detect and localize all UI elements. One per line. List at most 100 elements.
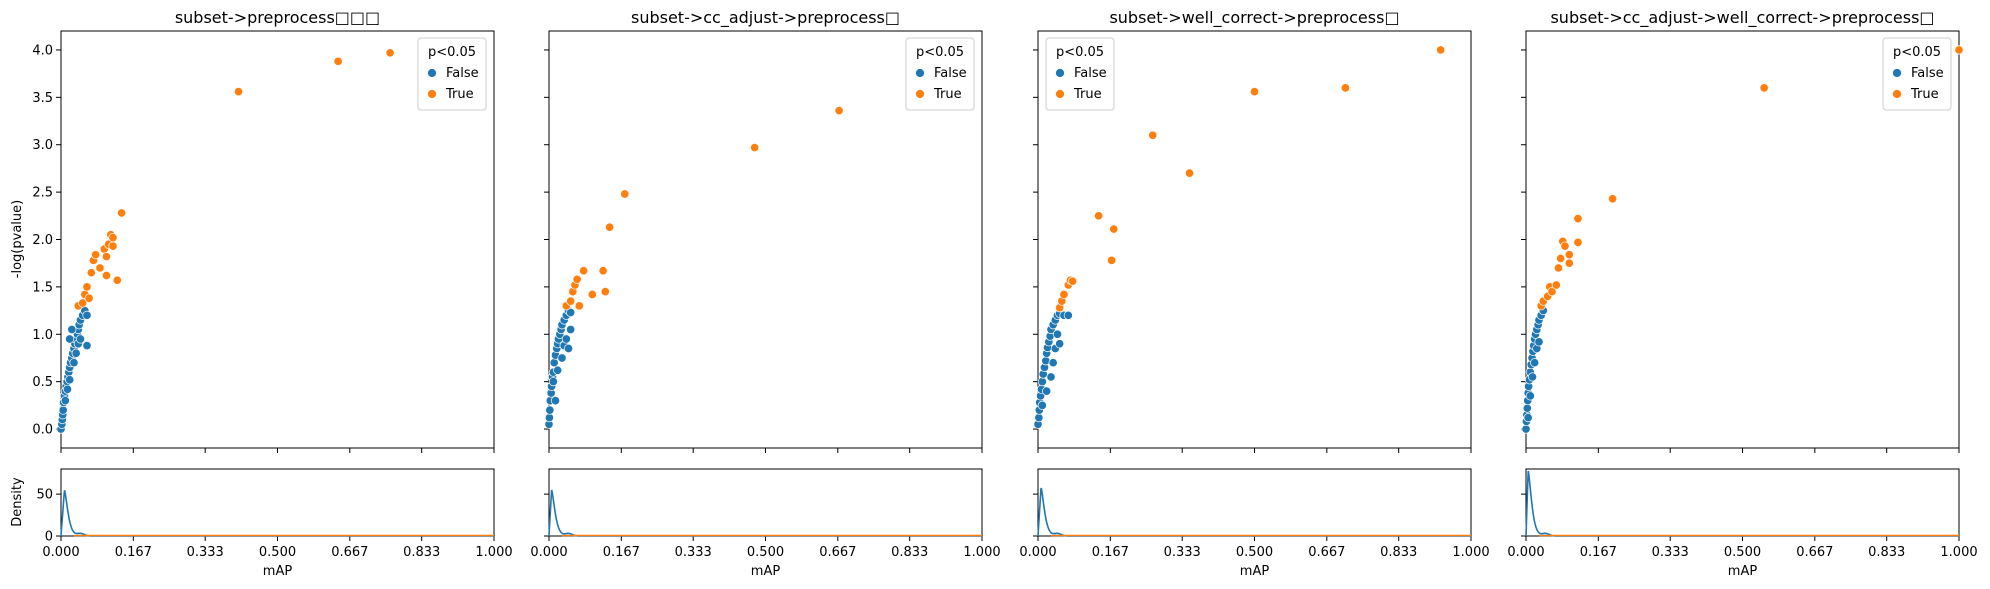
scatter-point-true [1185, 168, 1195, 178]
scatter-point-true [1556, 253, 1566, 264]
scatter-point-false [1037, 400, 1047, 410]
x-tick-label: 0.500 [1236, 545, 1273, 560]
density-curve-false [1525, 470, 1959, 537]
x-tick-label: 0.833 [891, 545, 928, 560]
density-curve-false [1037, 487, 1471, 537]
legend-marker [427, 68, 437, 78]
scatter-point-false [58, 405, 68, 415]
legend: p<0.05 False True [1045, 37, 1115, 111]
legend-marker [915, 89, 925, 99]
scatter-point-false [65, 375, 75, 385]
x-tick-label: 0.333 [1652, 545, 1689, 560]
chart-title: subset->cc_adjust->preprocess□ [631, 8, 900, 28]
scatter-point-true [117, 208, 127, 218]
legend-marker [427, 89, 437, 99]
scatter-point-true [1249, 87, 1260, 97]
scatter-point-false [1046, 372, 1056, 382]
scatter-point-false [82, 310, 92, 320]
scatter-point-true [385, 48, 395, 58]
scatter-point-true [1148, 130, 1158, 140]
x-tick-label: 0.667 [819, 545, 856, 560]
x-tick-label: 0.167 [1580, 545, 1617, 560]
scatter-point-false [557, 353, 567, 363]
density-axes-frame [1525, 468, 1960, 537]
chart-title: subset->cc_adjust->well_correct->preproc… [1550, 8, 1934, 28]
y-axis-label: -log(pvalue) [10, 200, 25, 278]
y-tick-label: 2.0 [32, 233, 53, 248]
legend-marker [1892, 89, 1902, 99]
scatter-point-false [62, 384, 73, 394]
y-tick-label: 0.0 [32, 423, 53, 438]
legend-marker [1055, 68, 1065, 78]
x-tick-label: 0.000 [1019, 545, 1056, 560]
y-tick-label: 1.0 [32, 328, 53, 343]
scatter-point-false [1523, 413, 1533, 423]
density-curve-false [548, 489, 982, 537]
y-tick-label: 1.5 [32, 280, 53, 295]
x-tick-label: 1.000 [963, 545, 1000, 560]
scatter-point-true [1107, 255, 1117, 265]
scatter-point-true [579, 266, 589, 276]
chart-panel-4: subset->cc_adjust->well_correct->preproc… [1507, 8, 1977, 579]
scatter-point-true [1564, 258, 1574, 268]
scatter-point-true [1560, 241, 1570, 251]
scatter-point-false [1530, 358, 1540, 368]
scatter-point-true [1573, 214, 1583, 224]
scatter-point-false [1037, 377, 1047, 387]
legend-label: True [445, 87, 474, 102]
density-axes-frame [1037, 468, 1472, 537]
scatter-point-false [1534, 337, 1544, 347]
scatter-point-false [1525, 391, 1535, 401]
scatter-point-true [750, 143, 760, 153]
legend-label: True [1073, 87, 1102, 102]
scatter-point-false [60, 396, 70, 406]
legend: p<0.05 False True [905, 37, 975, 111]
legend-title: p<0.05 [1056, 45, 1104, 60]
scatter-point-true [91, 250, 101, 260]
scatter-point-true [1551, 280, 1561, 290]
chart-panel-2: subset->cc_adjust->preprocess□ p<0.05 Fals… [530, 8, 1000, 579]
scatter-point-true [1954, 45, 1964, 55]
chart-panel-1: subset->preprocess□□□ 0.0 0.5 1.0 1.5 2.0 2.5 3… [32, 8, 512, 579]
chart-panel-3: subset->well_correct->preprocess□ p<0.05 F… [1019, 8, 1489, 579]
scatter-point-true [86, 268, 96, 278]
x-tick-label: 0.667 [1796, 545, 1833, 560]
scatter-point-true [84, 293, 94, 303]
y-tick-label: 0.5 [32, 375, 53, 390]
scatter-points [544, 106, 844, 429]
scatter-point-true [78, 298, 88, 308]
x-axis-label: mAP [263, 564, 293, 579]
scatter-point-false [563, 343, 574, 354]
scatter-point-true [1573, 237, 1583, 247]
scatter-point-true [108, 233, 118, 243]
scatter-point-false [1527, 372, 1538, 382]
scatter-point-true [233, 87, 244, 97]
scatter-point-true [1109, 224, 1119, 234]
legend-marker [915, 68, 925, 78]
scatter-point-false [65, 334, 75, 344]
y-tick-label: 4.0 [32, 43, 53, 58]
density-axes-frame [60, 468, 495, 537]
scatter-point-true [1068, 276, 1078, 286]
scatter-point-true [605, 222, 615, 232]
scatter-point-false [1052, 329, 1063, 339]
y-tick-label: 2.5 [32, 186, 53, 201]
scatter-point-true [1564, 250, 1574, 260]
scatter-point-false [1034, 413, 1044, 423]
legend-label: False [1074, 66, 1107, 81]
legend: p<0.05 False True [1882, 37, 1952, 111]
scatter-point-true [101, 270, 112, 281]
scatter-point-false [545, 405, 555, 415]
legend-label: False [446, 66, 479, 81]
scatter-point-true [112, 275, 122, 285]
density-axes-frame [548, 468, 983, 537]
scatter-point-true [1759, 83, 1769, 93]
y-tick-label: 3.5 [32, 91, 53, 106]
legend-marker [1892, 68, 1902, 78]
scatter-point-true [566, 296, 576, 306]
x-tick-label: 0.833 [403, 545, 440, 560]
scatter-point-false [75, 334, 86, 344]
x-tick-label: 0.833 [1380, 545, 1417, 560]
x-tick-label: 1.000 [1940, 545, 1977, 560]
